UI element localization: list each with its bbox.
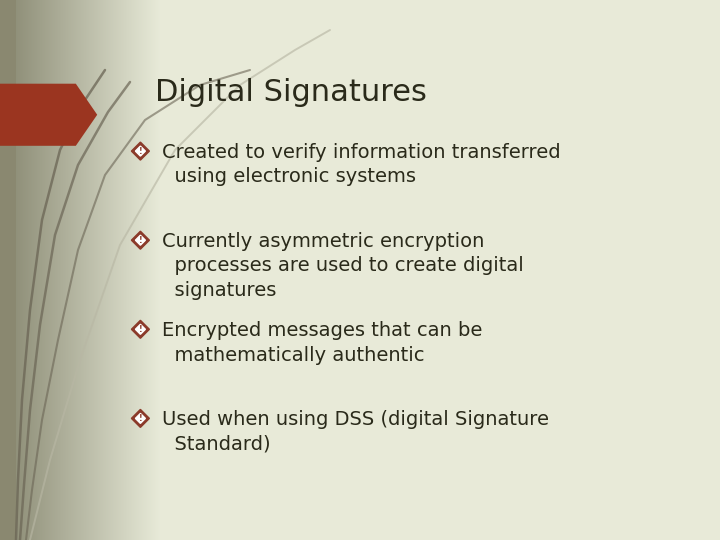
Polygon shape bbox=[0, 84, 97, 146]
Bar bbox=[0, 0, 16, 540]
Polygon shape bbox=[132, 231, 150, 249]
Polygon shape bbox=[132, 409, 150, 427]
Text: Encrypted messages that can be
  mathematically authentic: Encrypted messages that can be mathemati… bbox=[162, 321, 482, 365]
Polygon shape bbox=[132, 320, 150, 338]
Text: Digital Signatures: Digital Signatures bbox=[155, 78, 427, 107]
Polygon shape bbox=[135, 414, 145, 423]
Text: !: ! bbox=[138, 414, 143, 423]
Text: Created to verify information transferred
  using electronic systems: Created to verify information transferre… bbox=[162, 143, 561, 186]
Polygon shape bbox=[132, 142, 150, 160]
Polygon shape bbox=[135, 146, 145, 156]
Polygon shape bbox=[135, 325, 145, 334]
Text: !: ! bbox=[138, 235, 143, 245]
Text: Used when using DSS (digital Signature
  Standard): Used when using DSS (digital Signature S… bbox=[162, 410, 549, 454]
Text: !: ! bbox=[138, 325, 143, 334]
Polygon shape bbox=[135, 235, 145, 245]
Text: !: ! bbox=[138, 146, 143, 156]
Text: Currently asymmetric encryption
  processes are used to create digital
  signatu: Currently asymmetric encryption processe… bbox=[162, 232, 523, 300]
